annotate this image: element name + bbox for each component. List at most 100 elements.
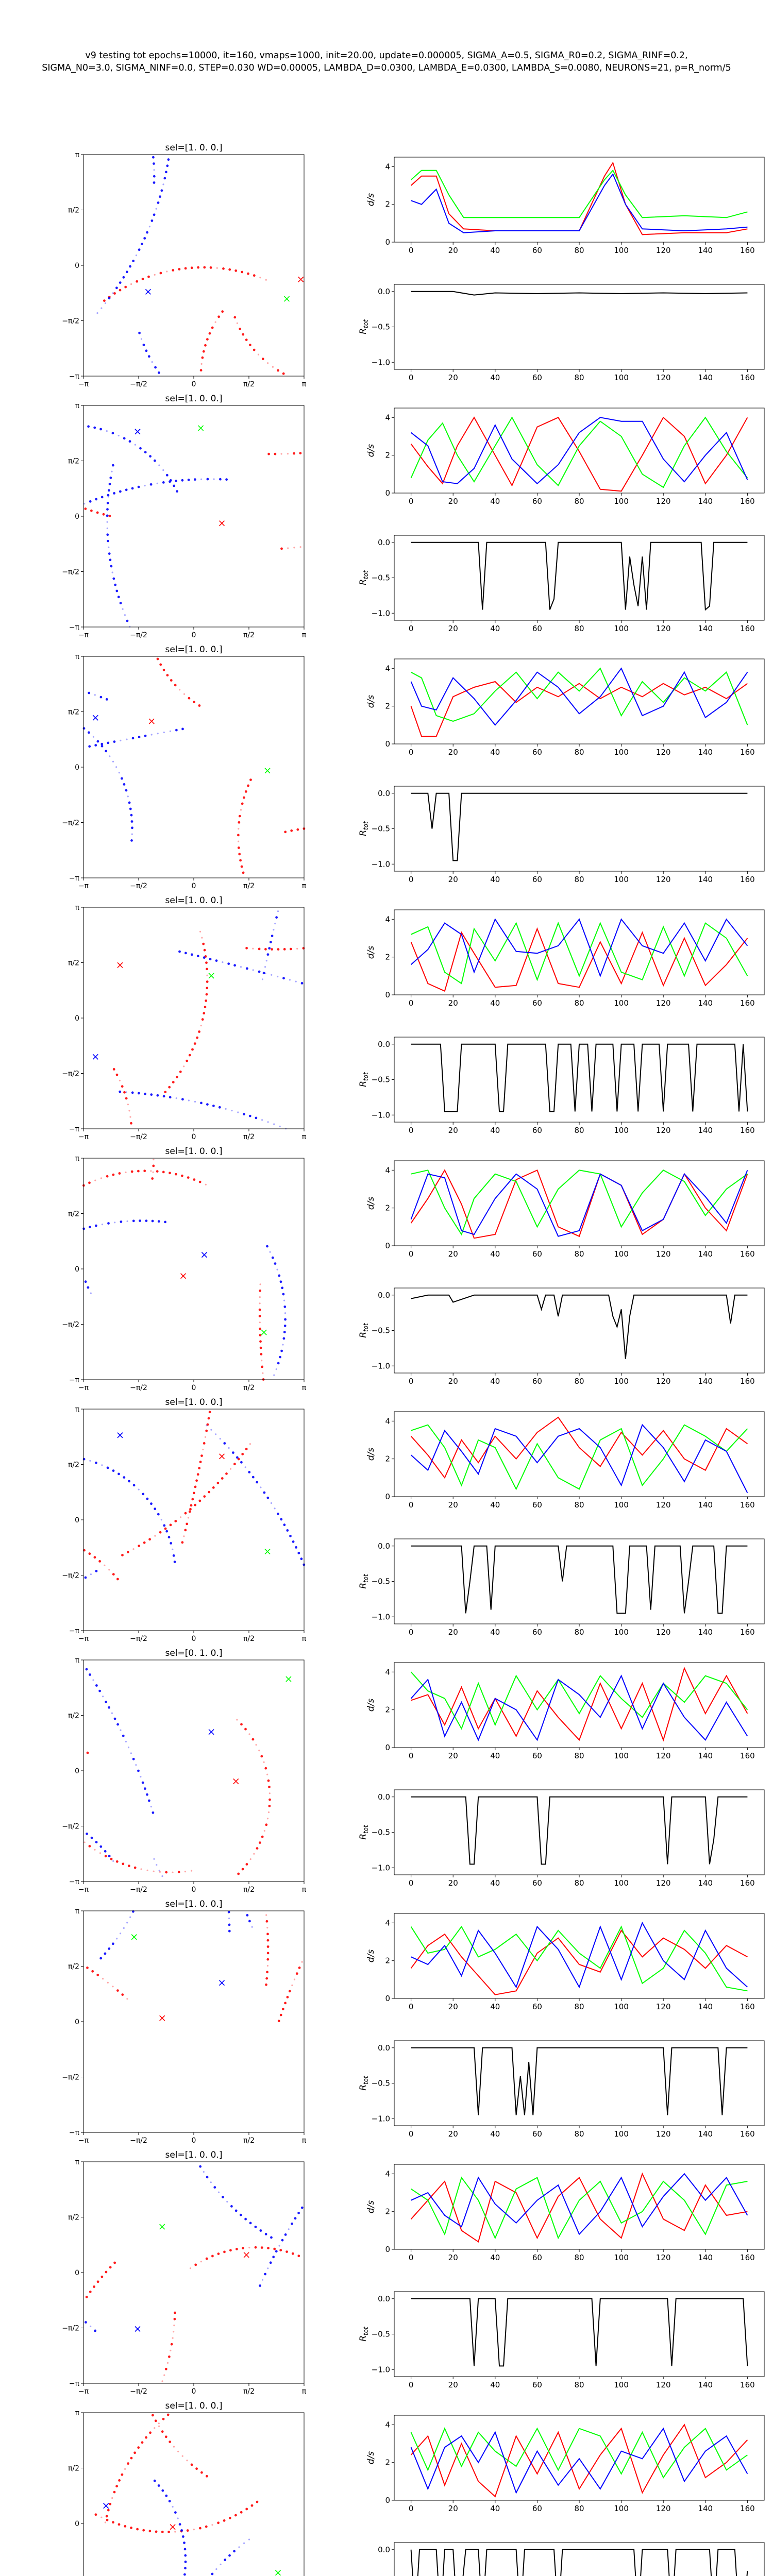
ds-xtick-label: 60 <box>532 998 542 1008</box>
map-point <box>149 2530 152 2532</box>
ds-line-blue <box>411 1676 748 1740</box>
map-point <box>100 1177 102 1179</box>
map-point <box>148 1800 150 1802</box>
map-point <box>238 846 240 849</box>
map-point <box>222 267 225 270</box>
rtot-ytick-label: −0.5 <box>372 2330 390 2339</box>
map-point <box>183 2573 186 2576</box>
map-point <box>158 1220 160 1223</box>
rtot-ytick-label: −1.0 <box>372 1110 390 1120</box>
rtot-xtick-label: 100 <box>614 1628 629 1637</box>
map-point <box>242 2247 244 2249</box>
map-point <box>267 1780 270 1782</box>
map-marker-red <box>233 1779 239 1784</box>
rtot-xtick-label: 120 <box>656 2129 671 2139</box>
map-point <box>107 521 108 523</box>
map-point <box>120 1221 123 1223</box>
map-point <box>108 489 110 492</box>
rtot-xtick-label: 100 <box>614 875 629 884</box>
map-point <box>112 578 115 580</box>
map-point <box>271 935 274 937</box>
ds-xtick-label: 100 <box>614 1500 629 1510</box>
ds-xtick-label: 140 <box>698 2504 713 2513</box>
map-point <box>107 2509 110 2512</box>
rtot-xtick-label: 160 <box>740 2380 755 2389</box>
ds-xtick-label: 20 <box>448 748 458 757</box>
ds-xtick-label: 20 <box>448 998 458 1008</box>
map-marker-blue <box>104 2503 109 2509</box>
map-point <box>161 1519 162 1520</box>
map-point <box>115 590 118 592</box>
map-point <box>184 267 187 270</box>
map-point <box>106 2519 109 2521</box>
map-point <box>271 948 273 951</box>
ds-xtick-label: 20 <box>448 2002 458 2011</box>
map-xtick-label: 0 <box>192 2387 196 2396</box>
map-point <box>145 349 148 352</box>
ds-xtick-label: 140 <box>698 1500 713 1510</box>
map-point <box>217 2521 220 2524</box>
map-point <box>202 943 205 945</box>
map-point <box>264 1830 265 1832</box>
map-plot: sel=[1. 0. 0.] −π −π/2 0 π/2 π −π −π/2 0 π/2 π <box>62 645 307 890</box>
map-point <box>186 2460 188 2461</box>
map-point <box>299 452 302 454</box>
rtot-xtick-label: 20 <box>448 1878 458 1888</box>
map-point <box>230 2205 233 2208</box>
map-point <box>144 1093 146 1095</box>
map-point <box>109 755 110 757</box>
map-title: sel=[1. 0. 0.] <box>165 143 222 153</box>
map-point <box>220 1438 221 1439</box>
map-point <box>277 369 279 372</box>
map-point <box>112 1986 113 1987</box>
map-xtick-label: π <box>302 882 307 890</box>
map-point <box>91 1970 94 1973</box>
map-point <box>301 2207 304 2209</box>
ds-ytick-label: 2 <box>385 1956 390 1965</box>
map-point <box>152 1220 154 1223</box>
map-point <box>107 1222 110 1225</box>
map-point <box>100 696 103 699</box>
map-title: sel=[1. 0. 0.] <box>165 2401 222 2411</box>
map-point <box>163 1524 165 1527</box>
rtot-xtick-label: 60 <box>532 1628 542 1637</box>
map-point <box>234 2514 237 2517</box>
map-point <box>123 1091 126 1094</box>
map-point <box>121 1993 124 1996</box>
map-point <box>274 453 277 455</box>
map-point <box>212 1486 215 1489</box>
map-point <box>209 332 211 335</box>
map-xtick-label: π <box>302 1133 307 1141</box>
map-point <box>106 515 109 517</box>
rtot-xtick-label: 160 <box>740 1126 755 1135</box>
map-point <box>289 979 291 980</box>
map-point <box>239 859 242 862</box>
rtot-xtick-label: 0 <box>409 2380 414 2389</box>
map-point <box>267 1965 268 1967</box>
map-xtick-label: π <box>302 2387 307 2396</box>
map-point <box>259 277 261 278</box>
ds-xtick-label: 60 <box>532 1751 542 1760</box>
map-point <box>157 1094 159 1097</box>
map-point <box>105 302 106 304</box>
map-point <box>280 1350 283 1352</box>
map-point <box>198 1467 200 1469</box>
map-point <box>220 2564 222 2565</box>
map-point <box>280 1280 282 1283</box>
map-point <box>165 2435 167 2438</box>
map-point <box>223 1442 226 1445</box>
rtot-plot: 0 20 40 60 80 100 120 140 160 0.0 −0.5 −1.0 Rtot <box>358 786 764 884</box>
map-point <box>87 425 90 428</box>
rtot-xtick-label: 160 <box>740 624 755 633</box>
ds-xtick-label: 120 <box>656 1500 671 1510</box>
map-point <box>161 2380 163 2382</box>
map-point <box>189 1508 192 1511</box>
map-point <box>248 1733 250 1735</box>
map-point <box>244 1728 247 1731</box>
map-point <box>158 371 160 374</box>
map-point <box>123 783 126 786</box>
map-point <box>237 1111 239 1113</box>
map-point <box>217 315 220 318</box>
map-plot: sel=[1. 0. 0.] −π −π/2 0 π/2 π −π −π/2 0 π/2 π <box>62 1146 307 1392</box>
map-point <box>163 669 165 671</box>
